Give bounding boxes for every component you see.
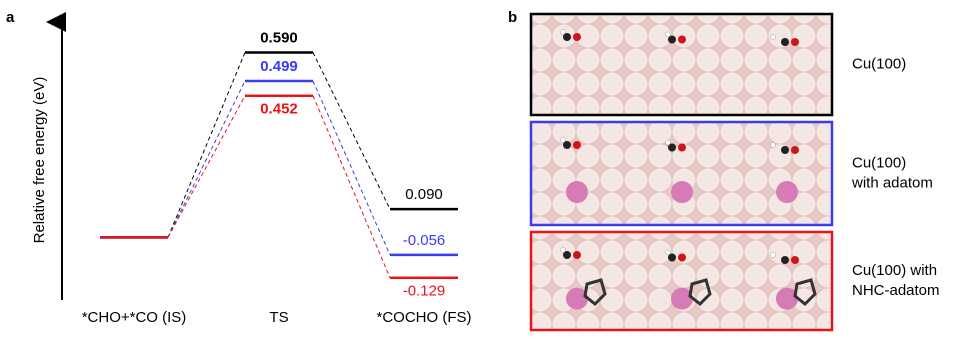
structure-image <box>531 232 832 330</box>
connector <box>168 52 245 237</box>
atom <box>573 141 581 149</box>
structure-image <box>531 14 832 115</box>
connector <box>168 81 245 237</box>
row-label: Cu(100) with <box>852 262 937 279</box>
row-label: Cu(100) <box>852 154 906 171</box>
value-label: -0.056 <box>403 232 446 249</box>
value-label: 0.090 <box>405 186 443 203</box>
row-label: Cu(100) <box>852 55 906 72</box>
adatom <box>566 181 588 203</box>
panel-label: a <box>6 9 15 26</box>
atom <box>771 35 776 40</box>
x-tick-label: *CHO+*CO (IS) <box>82 309 187 326</box>
atom <box>561 30 566 35</box>
atom <box>781 38 789 46</box>
plot: *CHO+*CO (IS) TS *COCHO (FS) 0.590 0.090 0.49… <box>82 29 472 326</box>
atom <box>781 146 789 154</box>
x-tick-label: *COCHO (FS) <box>377 309 472 326</box>
atom <box>791 256 799 264</box>
atom <box>791 146 799 154</box>
atom <box>573 33 581 41</box>
row-label: with adatom <box>851 174 933 191</box>
atom <box>791 38 799 46</box>
row-label: NHC-adatom <box>852 282 940 299</box>
figure: a Relative free energy (eV) *CHO+*CO (IS… <box>0 0 969 333</box>
atom <box>678 144 686 152</box>
atom <box>781 256 789 264</box>
atom <box>573 251 581 259</box>
value-label: 0.452 <box>260 101 298 118</box>
connector <box>313 81 390 255</box>
structure-panel: Cu(100) Cu(100) with adatom Cu(100) with NHC… <box>531 14 940 330</box>
adatom <box>776 181 798 203</box>
value-label: 0.590 <box>260 29 298 46</box>
value-label: -0.129 <box>403 283 446 300</box>
atom <box>561 248 566 253</box>
connector <box>168 96 245 238</box>
atom <box>561 138 566 143</box>
atom <box>678 36 686 44</box>
panel-label: b <box>508 9 517 26</box>
structure-image <box>531 122 832 225</box>
value-label: 0.499 <box>260 58 298 75</box>
atom <box>666 140 671 145</box>
adatom <box>671 181 693 203</box>
atom <box>771 143 776 148</box>
y-axis-label: Relative free energy (eV) <box>31 77 48 244</box>
atom <box>666 250 671 255</box>
atom <box>678 254 686 262</box>
connector <box>313 52 390 209</box>
atom <box>666 32 671 37</box>
x-tick-label: TS <box>269 309 288 326</box>
atom <box>771 253 776 258</box>
